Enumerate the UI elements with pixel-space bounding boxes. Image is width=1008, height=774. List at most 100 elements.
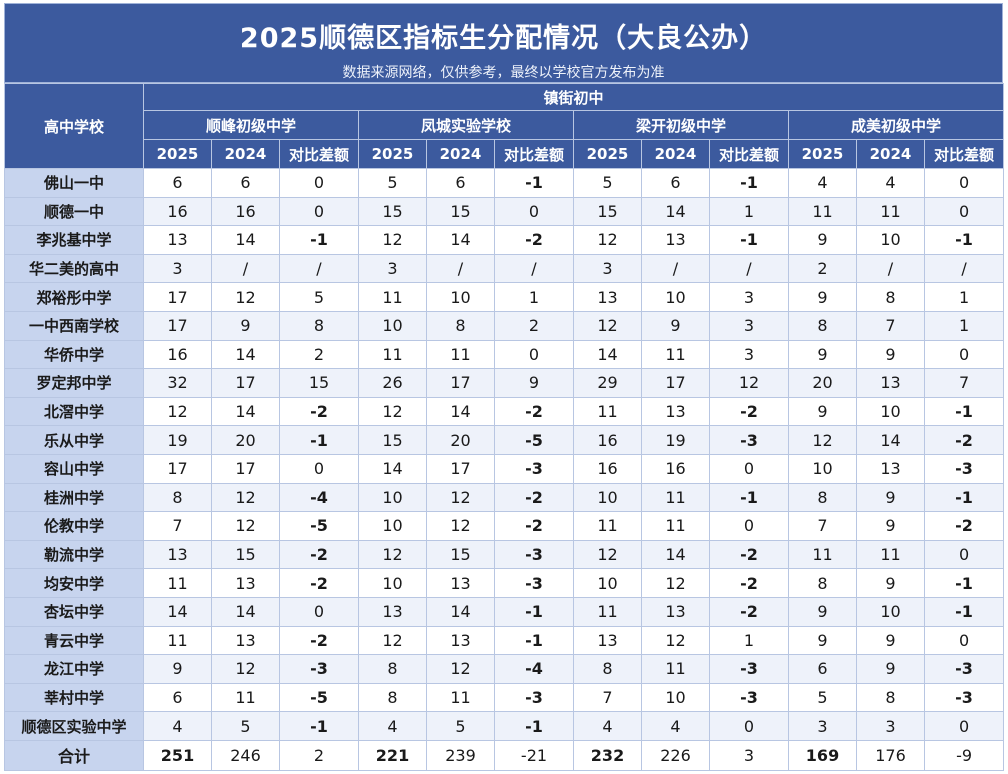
value-cell: 11 [641, 654, 710, 684]
value-cell: 11 [856, 539, 925, 570]
sub-column-header: 2025 [358, 139, 427, 169]
value-cell: 7 [143, 511, 212, 541]
difference-cell: 0 [709, 711, 789, 741]
value-cell: 11 [426, 339, 495, 370]
total-value-cell: 176 [856, 739, 925, 771]
sub-column-header: 2024 [856, 139, 925, 169]
sub-column-header: 对比差额 [494, 139, 574, 169]
school-name-cell: 莘村中学 [4, 682, 144, 713]
total-value-cell: 2 [279, 739, 359, 771]
value-cell: 12 [573, 225, 642, 255]
value-cell: 15 [211, 539, 280, 570]
difference-cell: / [923, 253, 1005, 284]
middle-school-header: 顺峰初级中学 [143, 110, 359, 140]
difference-cell: 7 [923, 368, 1005, 398]
total-value-cell: 239 [426, 739, 495, 771]
difference-cell: -3 [709, 425, 789, 455]
difference-cell: -5 [494, 425, 574, 455]
value-cell: 14 [143, 596, 212, 627]
value-cell: 14 [358, 453, 427, 484]
difference-cell: -1 [279, 225, 359, 255]
sub-column-header: 2025 [573, 139, 642, 169]
school-name-cell: 伦教中学 [4, 511, 144, 541]
value-cell: 12 [426, 511, 495, 541]
value-cell: 9 [856, 511, 925, 541]
value-cell: 12 [358, 396, 427, 427]
value-cell: 4 [641, 711, 710, 741]
table-row: 容山中学 17 17 0 14 17 -3 16 16 0 10 13 -3 [4, 453, 1005, 484]
school-name-cell: 乐从中学 [4, 425, 144, 455]
value-cell: 4 [143, 711, 212, 741]
value-cell: 6 [211, 168, 280, 198]
total-value-cell: 251 [143, 739, 212, 771]
total-value-cell: 226 [641, 739, 710, 771]
value-cell: 13 [641, 596, 710, 627]
value-cell: 12 [788, 425, 857, 455]
table-row: 一中西南学校 17 9 8 10 8 2 12 9 3 8 7 1 [4, 310, 1005, 341]
difference-cell: 1 [923, 282, 1005, 312]
value-cell: 14 [211, 596, 280, 627]
difference-cell: -2 [494, 511, 574, 541]
value-cell: 17 [143, 453, 212, 484]
difference-cell: 1 [923, 310, 1005, 341]
value-cell: 8 [573, 654, 642, 684]
value-cell: 13 [641, 225, 710, 255]
difference-cell: -2 [279, 568, 359, 598]
value-cell: 12 [211, 511, 280, 541]
difference-cell: -2 [494, 225, 574, 255]
value-cell: 8 [788, 310, 857, 341]
value-cell: 16 [211, 196, 280, 227]
value-cell: 20 [788, 368, 857, 398]
difference-cell: / [279, 253, 359, 284]
school-name-cell: 龙江中学 [4, 654, 144, 684]
value-cell: 11 [358, 339, 427, 370]
value-cell: 17 [143, 310, 212, 341]
school-name-cell: 李兆基中学 [4, 225, 144, 255]
difference-cell: 5 [279, 282, 359, 312]
value-cell: 14 [211, 396, 280, 427]
value-cell: 15 [426, 196, 495, 227]
value-cell: 3 [856, 711, 925, 741]
value-cell: 8 [358, 682, 427, 713]
difference-cell: 12 [709, 368, 789, 398]
value-cell: 12 [573, 539, 642, 570]
value-cell: 17 [426, 453, 495, 484]
value-cell: 7 [788, 511, 857, 541]
value-cell: 16 [641, 453, 710, 484]
value-cell: 10 [573, 482, 642, 513]
difference-cell: -1 [923, 225, 1005, 255]
school-name-cell: 均安中学 [4, 568, 144, 598]
difference-cell: / [709, 253, 789, 284]
difference-cell: 0 [709, 453, 789, 484]
difference-cell: -2 [709, 539, 789, 570]
sub-column-header: 对比差额 [279, 139, 359, 169]
school-name-cell: 青云中学 [4, 625, 144, 656]
value-cell: 13 [856, 368, 925, 398]
difference-cell: -1 [494, 711, 574, 741]
table-row: 杏坛中学 14 14 0 13 14 -1 11 13 -2 9 10 -1 [4, 596, 1005, 627]
value-cell: 9 [856, 654, 925, 684]
value-cell: 16 [573, 453, 642, 484]
value-cell: 14 [641, 196, 710, 227]
value-cell: 5 [788, 682, 857, 713]
value-cell: 10 [573, 568, 642, 598]
value-cell: 9 [143, 654, 212, 684]
difference-cell: -1 [709, 168, 789, 198]
difference-cell: -4 [279, 482, 359, 513]
middle-school-header: 梁开初级中学 [573, 110, 789, 140]
table-row: 罗定邦中学 32 17 15 26 17 9 29 17 12 20 13 7 [4, 368, 1005, 398]
difference-cell: -2 [709, 596, 789, 627]
table-header: 高中学校 镇街初中 顺峰初级中学 凤城实验学校 梁开初级中学 成美初级中学 20… [4, 83, 1005, 169]
sub-column-header: 对比差额 [923, 139, 1005, 169]
value-cell: 10 [856, 396, 925, 427]
school-name-cell: 罗定邦中学 [4, 368, 144, 398]
school-name-cell: 桂洲中学 [4, 482, 144, 513]
sub-column-header: 2025 [788, 139, 857, 169]
value-cell: 12 [641, 568, 710, 598]
value-cell: 13 [573, 625, 642, 656]
table-container: 2025顺德区指标生分配情况（大良公办） 数据来源网络，仅供参考，最终以学校官方… [4, 3, 1005, 771]
difference-cell: -1 [494, 596, 574, 627]
total-value-cell: 3 [709, 739, 789, 771]
value-cell: 12 [211, 482, 280, 513]
difference-cell: -1 [923, 396, 1005, 427]
